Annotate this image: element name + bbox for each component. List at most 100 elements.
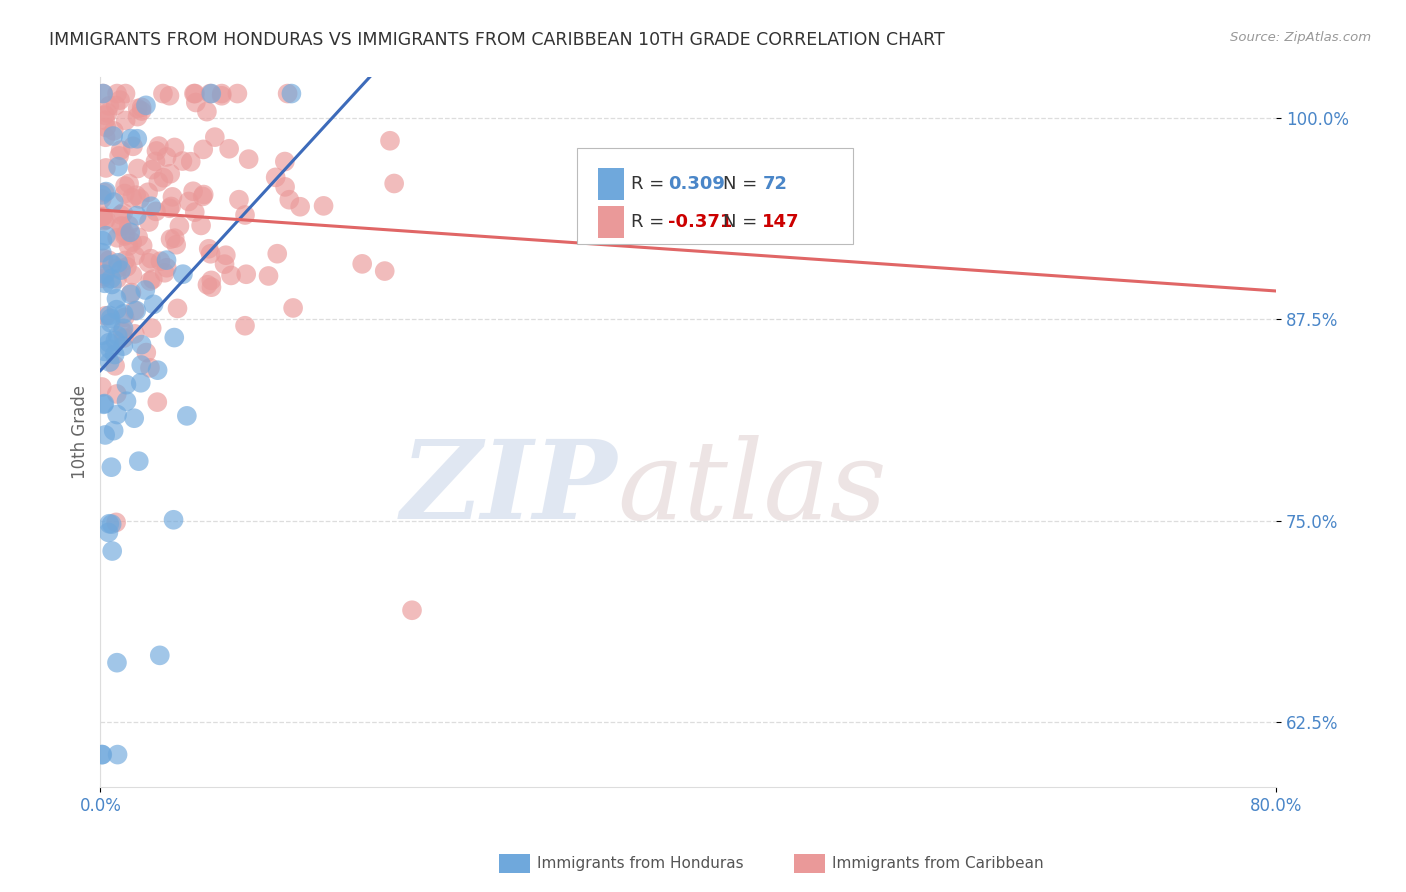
Point	[274, 154, 297, 169]
Point	[288, 200, 311, 214]
Point	[94, 113, 117, 128]
Point	[103, 195, 125, 210]
Point	[163, 231, 186, 245]
Point	[124, 326, 146, 341]
Point	[127, 132, 149, 146]
FancyBboxPatch shape	[576, 148, 853, 244]
Point	[90, 747, 112, 762]
Point	[139, 360, 162, 375]
Point	[112, 206, 135, 220]
Point	[93, 210, 115, 224]
Point	[114, 113, 136, 128]
Point	[134, 283, 156, 297]
Point	[104, 347, 127, 361]
Point	[107, 747, 129, 762]
Text: Immigrants from Honduras: Immigrants from Honduras	[537, 856, 744, 871]
Point	[125, 209, 148, 223]
Point	[104, 334, 127, 348]
Point	[125, 188, 148, 202]
Point	[152, 87, 174, 101]
Point	[104, 359, 127, 373]
Point	[312, 199, 335, 213]
Point	[184, 95, 207, 110]
Point	[107, 329, 129, 343]
Point	[142, 297, 165, 311]
Point	[91, 271, 114, 285]
Point	[145, 144, 167, 158]
Point	[125, 303, 148, 318]
Point	[94, 212, 117, 227]
Point	[90, 210, 112, 224]
Text: atlas: atlas	[617, 435, 887, 542]
Point	[98, 342, 121, 356]
Point	[120, 225, 142, 239]
Point	[401, 603, 423, 617]
Point	[115, 377, 138, 392]
Point	[163, 330, 186, 344]
Point	[122, 139, 145, 153]
Point	[128, 454, 150, 468]
Point	[124, 303, 146, 318]
Text: N =: N =	[724, 175, 763, 193]
Point	[211, 87, 233, 101]
Point	[180, 154, 202, 169]
Point	[139, 274, 162, 288]
Point	[96, 106, 118, 120]
Point	[93, 213, 115, 227]
Point	[101, 277, 124, 292]
Point	[278, 193, 301, 207]
Point	[117, 239, 139, 253]
Point	[103, 424, 125, 438]
Point	[98, 99, 121, 113]
Text: R =: R =	[631, 213, 669, 231]
Point	[114, 310, 136, 325]
Point	[120, 131, 142, 145]
Point	[160, 199, 183, 213]
Point	[200, 87, 222, 101]
Point	[114, 229, 136, 244]
Text: 72: 72	[762, 175, 787, 193]
Point	[215, 248, 238, 262]
Point	[139, 252, 162, 266]
Point	[110, 263, 132, 277]
Point	[382, 177, 405, 191]
Point	[204, 130, 226, 145]
Point	[124, 249, 146, 263]
Point	[152, 170, 174, 185]
Point	[159, 232, 181, 246]
Point	[105, 516, 128, 530]
Point	[131, 238, 153, 252]
Point	[112, 307, 135, 321]
Point	[233, 318, 256, 333]
Point	[127, 230, 149, 244]
Point	[93, 397, 115, 411]
Point	[94, 185, 117, 199]
Point	[91, 234, 114, 248]
Point	[184, 205, 207, 219]
Point	[176, 409, 198, 423]
Point	[266, 246, 288, 260]
Point	[211, 88, 233, 103]
Point	[169, 219, 191, 233]
Text: Immigrants from Caribbean: Immigrants from Caribbean	[832, 856, 1045, 871]
Point	[129, 192, 152, 206]
Point	[274, 180, 297, 194]
Point	[121, 191, 143, 205]
Point	[195, 104, 218, 119]
Point	[100, 517, 122, 532]
Point	[135, 345, 157, 359]
Point	[114, 179, 136, 194]
Point	[145, 204, 167, 219]
Point	[94, 130, 117, 145]
Text: N =: N =	[724, 213, 763, 231]
Point	[120, 287, 142, 301]
Point	[94, 428, 117, 442]
Point	[159, 88, 181, 103]
Point	[98, 516, 121, 531]
Point	[200, 273, 222, 287]
Text: R =: R =	[631, 175, 669, 193]
Bar	[598, 206, 623, 238]
Point	[101, 258, 124, 272]
Point	[197, 242, 219, 256]
Point	[108, 93, 131, 107]
